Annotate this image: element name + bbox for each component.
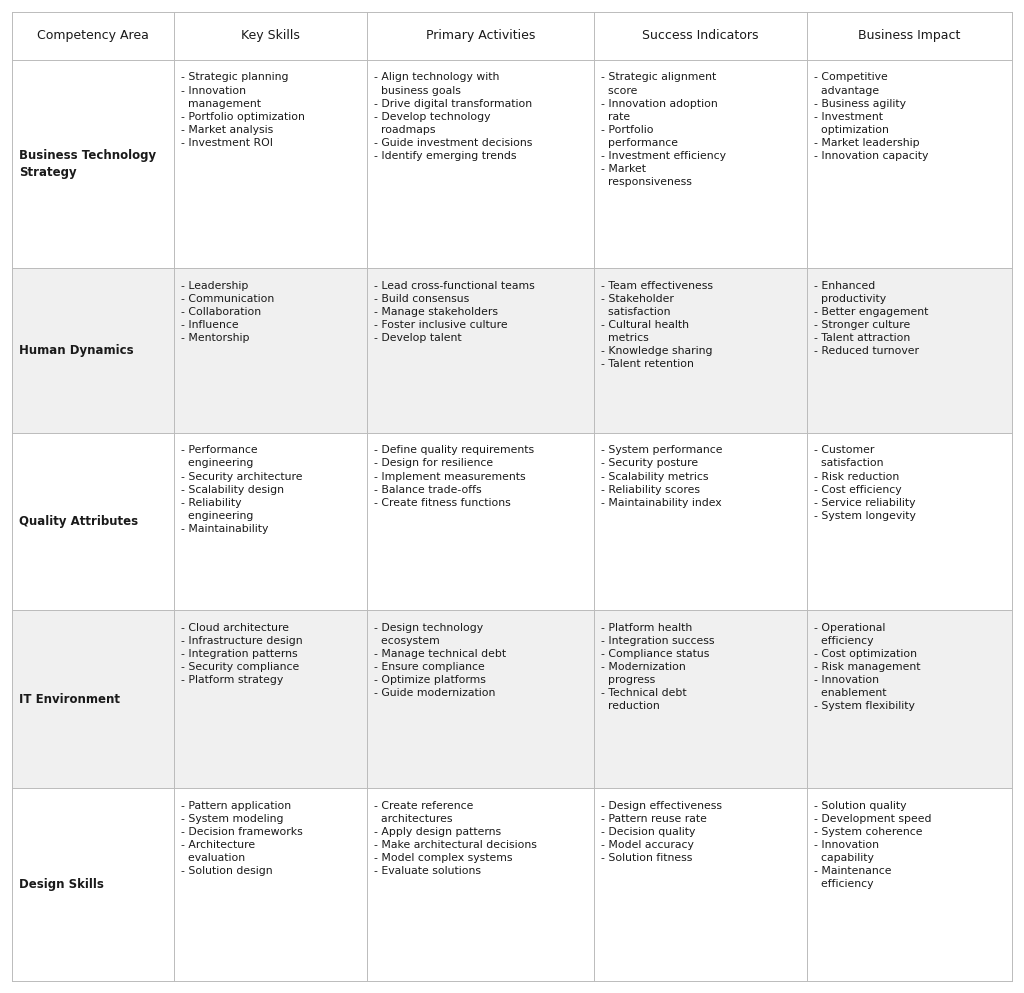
Text: - Cloud architecture
- Infrastructure design
- Integration patterns
- Security c: - Cloud architecture - Infrastructure de… [181,624,303,685]
Text: Design Skills: Design Skills [19,878,104,891]
Bar [12,788,1012,981]
Text: - Design technology
  ecosystem
- Manage technical debt
- Ensure compliance
- Op: - Design technology ecosystem - Manage t… [374,624,506,698]
Text: - Performance
  engineering
- Security architecture
- Scalability design
- Relia: - Performance engineering - Security arc… [181,446,303,533]
Text: - Strategic planning
- Innovation
  management
- Portfolio optimization
- Market: - Strategic planning - Innovation manage… [181,72,305,148]
Text: - System performance
- Security posture
- Scalability metrics
- Reliability scor: - System performance - Security posture … [601,446,723,507]
Bar [12,611,1012,788]
Text: Primary Activities: Primary Activities [426,29,535,43]
Text: IT Environment: IT Environment [19,693,121,706]
Text: Quality Attributes: Quality Attributes [19,515,138,528]
Text: Success Indicators: Success Indicators [642,29,759,43]
Text: - Strategic alignment
  score
- Innovation adoption
  rate
- Portfolio
  perform: - Strategic alignment score - Innovation… [601,72,726,187]
Text: - Customer
  satisfaction
- Risk reduction
- Cost efficiency
- Service reliabili: - Customer satisfaction - Risk reduction… [814,446,915,520]
Text: Business Technology
Strategy: Business Technology Strategy [19,149,157,179]
Text: - Pattern application
- System modeling
- Decision frameworks
- Architecture
  e: - Pattern application - System modeling … [181,801,303,876]
Text: Human Dynamics: Human Dynamics [19,344,134,356]
Text: Key Skills: Key Skills [241,29,300,43]
Text: - Solution quality
- Development speed
- System coherence
- Innovation
  capabil: - Solution quality - Development speed -… [814,801,932,890]
Bar [12,268,1012,433]
Text: Business Impact: Business Impact [858,29,961,43]
Text: - Create reference
  architectures
- Apply design patterns
- Make architectural : - Create reference architectures - Apply… [374,801,537,876]
Bar [12,60,1012,268]
Text: - Define quality requirements
- Design for resilience
- Implement measurements
-: - Define quality requirements - Design f… [374,446,534,507]
Bar [12,12,1012,60]
Text: - Align technology with
  business goals
- Drive digital transformation
- Develo: - Align technology with business goals -… [374,72,532,161]
Text: - Competitive
  advantage
- Business agility
- Investment
  optimization
- Marke: - Competitive advantage - Business agili… [814,72,929,161]
Text: - Design effectiveness
- Pattern reuse rate
- Decision quality
- Model accuracy
: - Design effectiveness - Pattern reuse r… [601,801,722,863]
Text: - Team effectiveness
- Stakeholder
  satisfaction
- Cultural health
  metrics
- : - Team effectiveness - Stakeholder satis… [601,281,713,368]
Bar [12,433,1012,611]
Text: Competency Area: Competency Area [37,29,150,43]
Text: - Leadership
- Communication
- Collaboration
- Influence
- Mentorship: - Leadership - Communication - Collabora… [181,281,274,343]
Text: - Operational
  efficiency
- Cost optimization
- Risk management
- Innovation
  : - Operational efficiency - Cost optimiza… [814,624,921,711]
Text: - Enhanced
  productivity
- Better engagement
- Stronger culture
- Talent attrac: - Enhanced productivity - Better engagem… [814,281,929,355]
Text: - Lead cross-functional teams
- Build consensus
- Manage stakeholders
- Foster i: - Lead cross-functional teams - Build co… [374,281,535,343]
Text: - Platform health
- Integration success
- Compliance status
- Modernization
  pr: - Platform health - Integration success … [601,624,715,711]
